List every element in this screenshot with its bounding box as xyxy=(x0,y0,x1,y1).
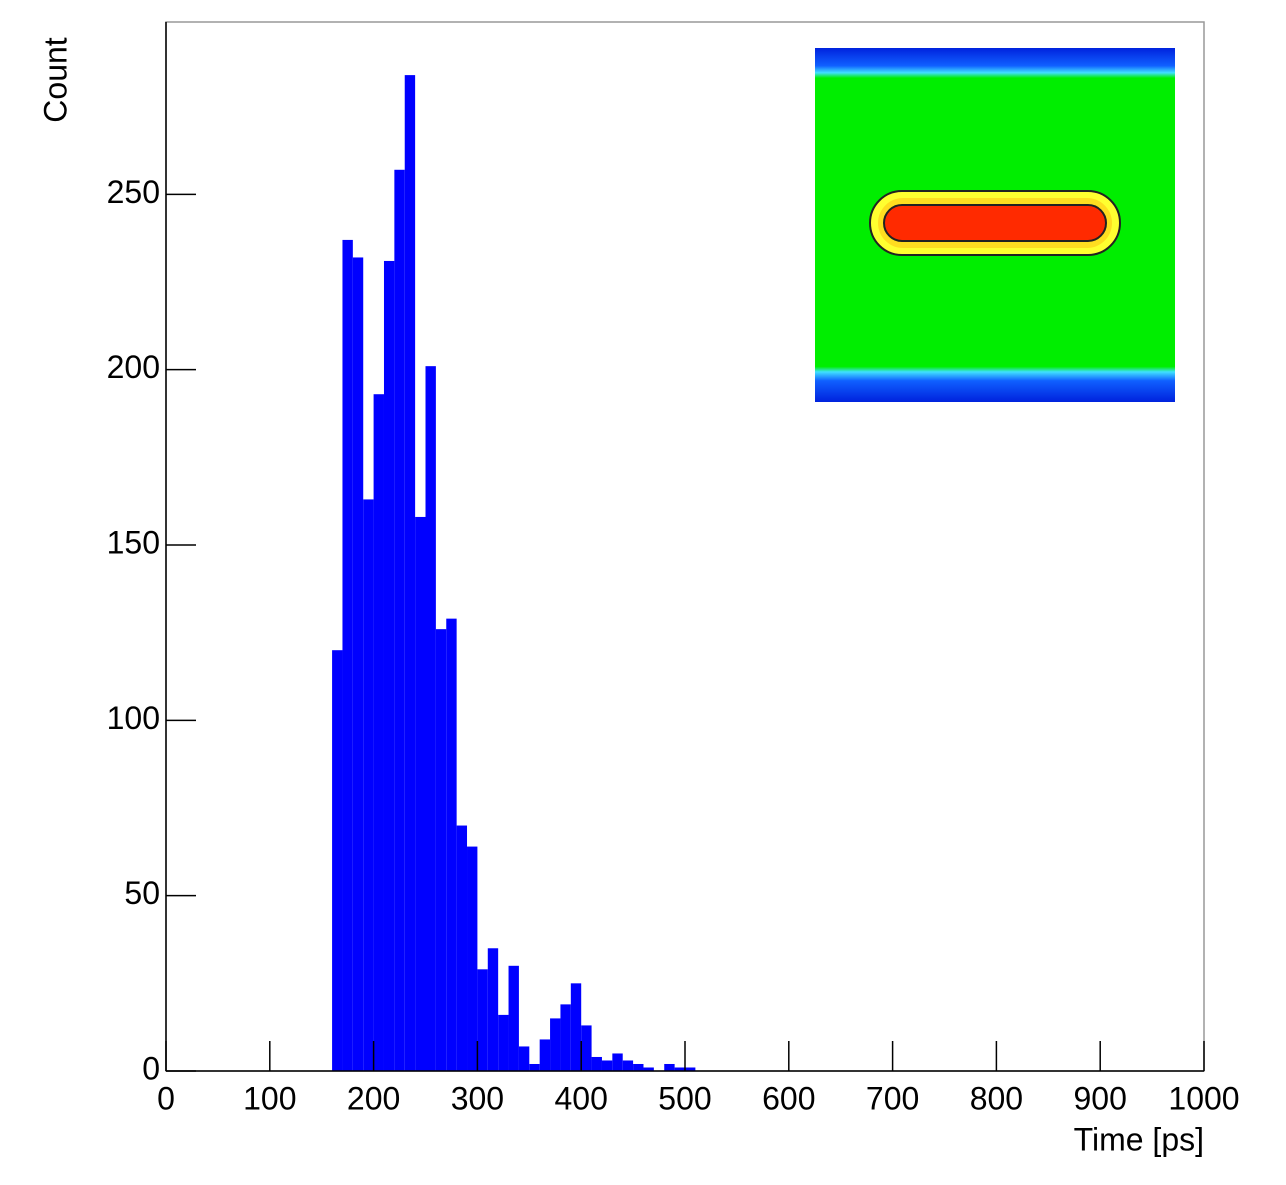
bar xyxy=(643,1067,654,1071)
x-axis-label: Time [ps] xyxy=(1074,1121,1204,1157)
bar xyxy=(539,1039,551,1071)
y-tick-label: 50 xyxy=(124,875,160,911)
bar xyxy=(622,1060,634,1071)
bar xyxy=(560,1004,571,1071)
x-tick-label: 800 xyxy=(970,1080,1023,1116)
x-tick-label: 200 xyxy=(347,1080,400,1116)
y-tick-label: 200 xyxy=(107,349,160,385)
bar xyxy=(508,965,519,1071)
bar xyxy=(477,969,488,1071)
y-tick-label: 0 xyxy=(142,1050,160,1086)
x-tick-label: 900 xyxy=(1074,1080,1127,1116)
bar xyxy=(415,516,426,1071)
y-tick-label: 150 xyxy=(107,524,160,560)
bar xyxy=(518,1046,530,1071)
bar xyxy=(332,650,343,1071)
y-axis-label: Count xyxy=(37,37,73,123)
bar xyxy=(352,257,364,1071)
inset-image xyxy=(815,48,1175,402)
bar xyxy=(487,948,499,1071)
bar xyxy=(404,75,416,1071)
x-tick-label: 700 xyxy=(866,1080,919,1116)
x-tick-label: 400 xyxy=(555,1080,608,1116)
y-tick-label: 100 xyxy=(107,700,160,736)
bar xyxy=(446,618,457,1071)
x-tick-label: 100 xyxy=(243,1080,296,1116)
bar xyxy=(394,169,405,1071)
bar xyxy=(591,1056,602,1071)
bar xyxy=(498,1014,509,1071)
x-tick-label: 300 xyxy=(451,1080,504,1116)
bar xyxy=(383,260,395,1072)
bar xyxy=(467,846,478,1071)
x-tick-label: 1000 xyxy=(1168,1080,1239,1116)
x-tick-label: 500 xyxy=(658,1080,711,1116)
bar xyxy=(435,629,447,1071)
bar xyxy=(456,825,468,1071)
bar xyxy=(674,1067,685,1071)
x-tick-label: 0 xyxy=(157,1080,175,1116)
bar xyxy=(373,394,384,1071)
bar xyxy=(633,1063,644,1071)
bar xyxy=(529,1063,540,1071)
bar xyxy=(685,1067,696,1071)
bar xyxy=(550,1018,561,1071)
bar xyxy=(570,983,582,1071)
x-tick-label: 600 xyxy=(762,1080,815,1116)
bar xyxy=(664,1063,675,1071)
bar xyxy=(363,499,374,1071)
bar xyxy=(581,1025,592,1071)
bar xyxy=(612,1053,623,1071)
bar xyxy=(342,239,353,1072)
bar xyxy=(601,1060,613,1071)
bar xyxy=(425,366,436,1071)
y-tick-label: 250 xyxy=(107,174,160,210)
